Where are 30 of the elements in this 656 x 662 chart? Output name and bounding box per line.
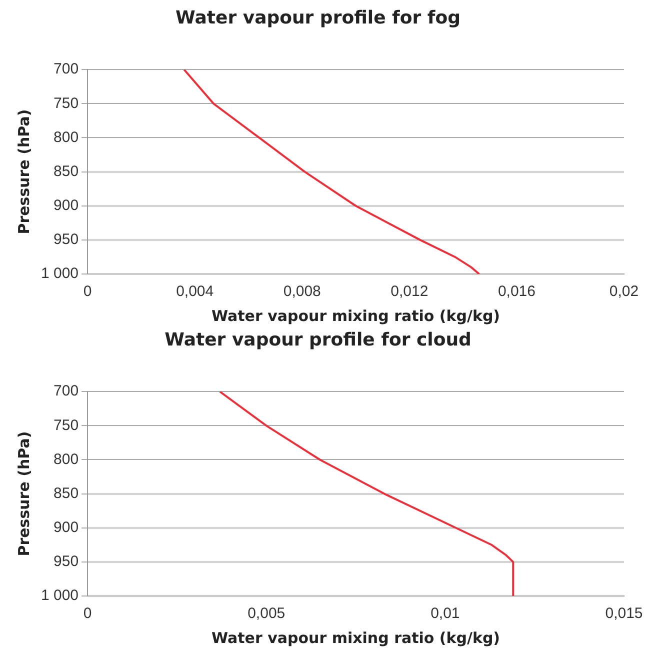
- x-tick-label: 0,008: [283, 283, 321, 300]
- x-tick-label: 0: [83, 605, 92, 622]
- x-tick-label: 0: [83, 283, 92, 300]
- y-tick-label: 750: [54, 94, 79, 112]
- y-tick-label: 950: [54, 553, 79, 570]
- x-axis-title: Water vapour mixing ratio (kg/kg): [211, 628, 500, 647]
- chart-title: Water vapour profile for cloud: [164, 329, 472, 350]
- x-tick-label: 0,015: [605, 605, 643, 622]
- y-tick-label: 900: [54, 197, 79, 214]
- y-axis-title: Pressure (hPa): [14, 109, 33, 234]
- y-axis-title: Pressure (hPa): [14, 431, 33, 556]
- y-tick-label: 850: [54, 162, 79, 180]
- x-tick-label: 0,005: [248, 605, 286, 622]
- x-tick-label: 0,016: [498, 283, 536, 300]
- x-tick-label: 0,004: [176, 283, 214, 300]
- x-tick-label: 0,02: [609, 283, 639, 300]
- y-tick-label: 700: [54, 382, 79, 400]
- y-tick-label: 700: [54, 60, 79, 78]
- y-tick-label: 1 000: [40, 587, 79, 604]
- y-tick-label: 800: [54, 128, 79, 146]
- x-tick-label: 0,012: [390, 283, 428, 300]
- y-tick-label: 750: [54, 416, 79, 434]
- x-tick-label: 0,01: [430, 605, 460, 622]
- y-tick-label: 800: [54, 450, 79, 468]
- y-tick-label: 900: [54, 519, 79, 536]
- y-tick-label: 1 000: [40, 265, 79, 282]
- x-axis-title: Water vapour mixing ratio (kg/kg): [211, 306, 500, 325]
- chart-title: Water vapour profile for fog: [176, 7, 460, 28]
- y-tick-label: 850: [54, 484, 79, 502]
- y-tick-label: 950: [54, 231, 79, 248]
